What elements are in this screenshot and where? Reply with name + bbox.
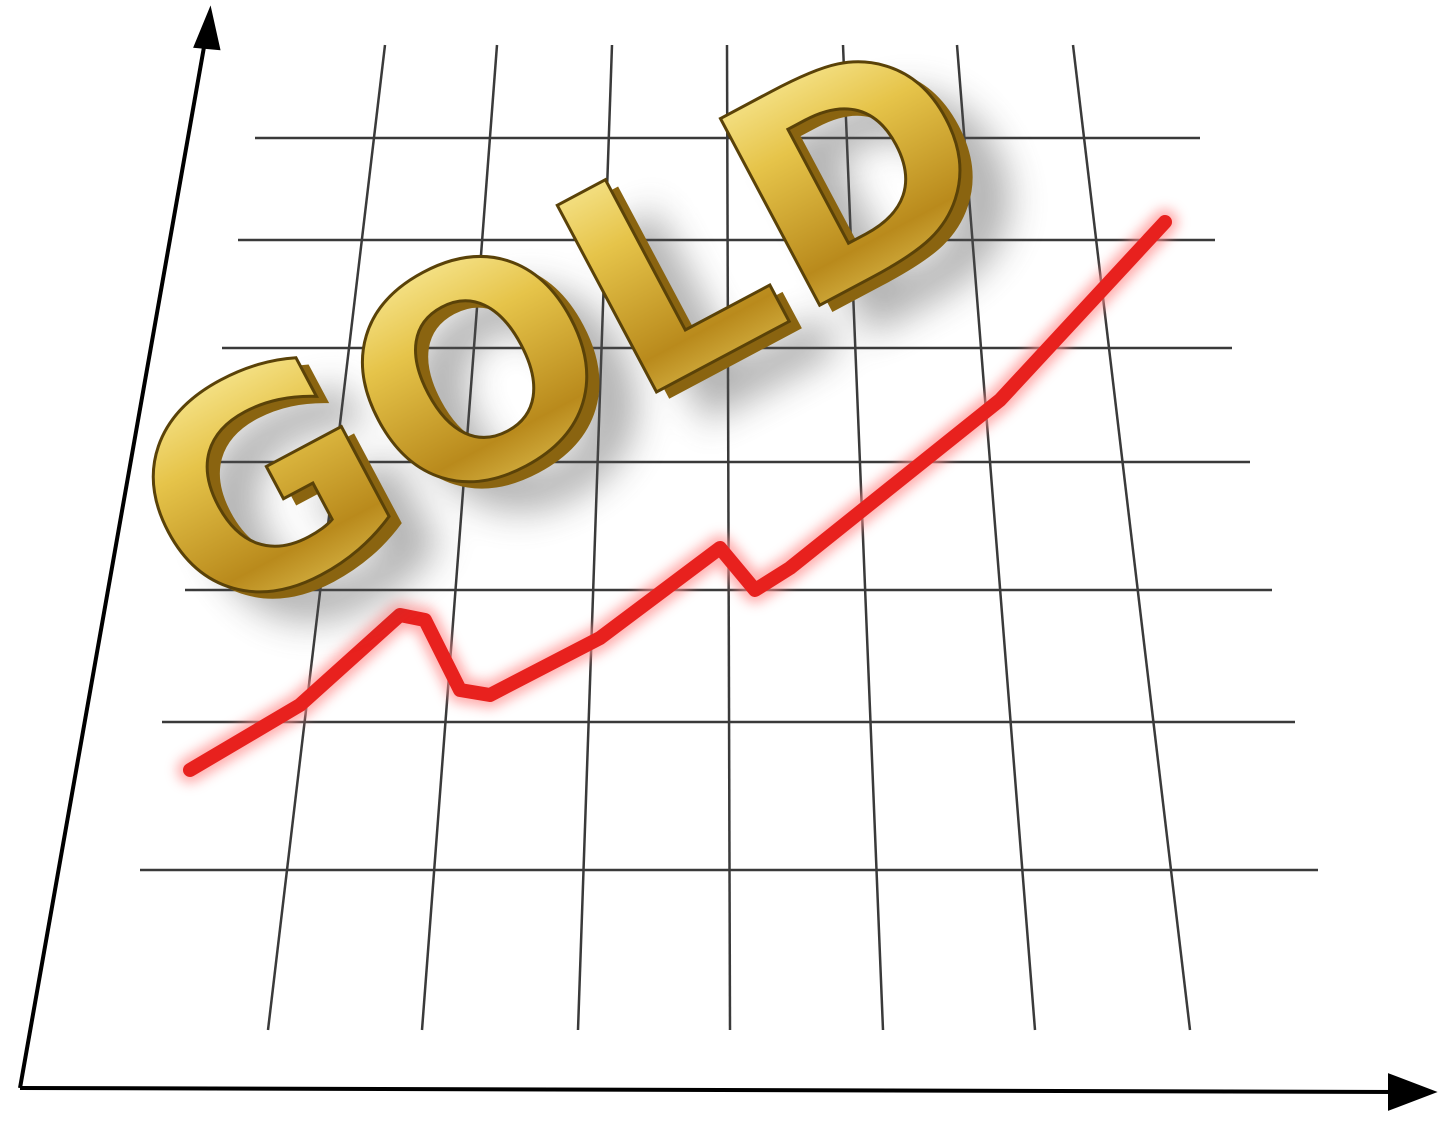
- illustration: GOLD GOLD GOLD: [0, 0, 1441, 1123]
- x-axis: [20, 1088, 1410, 1092]
- gold-text-group: GOLD GOLD GOLD: [79, 0, 1091, 737]
- page: GOLD GOLD GOLD (() => { const data = JSO…: [0, 0, 1441, 1123]
- y-axis-arrow: [196, 12, 218, 48]
- x-axis-arrow: [1390, 1076, 1432, 1108]
- grid-line: [1073, 45, 1190, 1030]
